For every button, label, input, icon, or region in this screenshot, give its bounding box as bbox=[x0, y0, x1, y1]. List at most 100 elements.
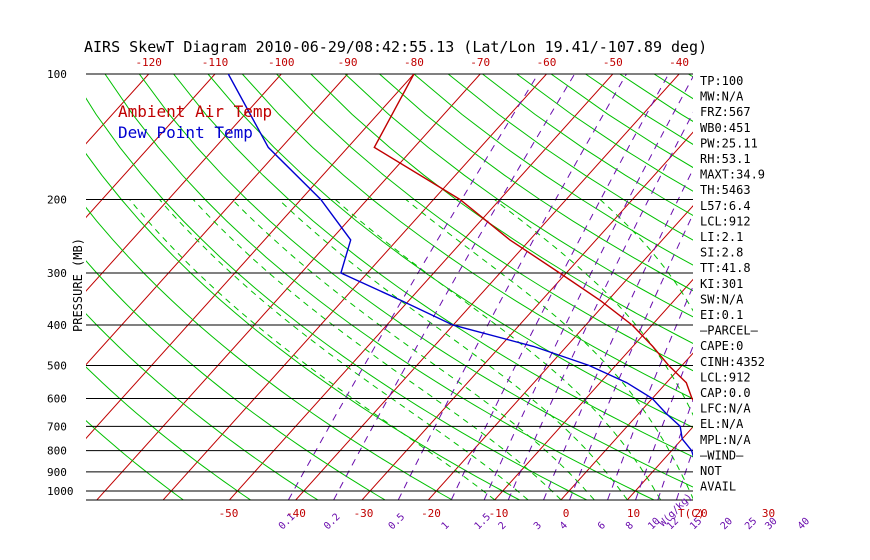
series-line-0 bbox=[373, 74, 693, 401]
pressure-tick-label: 600 bbox=[47, 392, 67, 405]
isotherm bbox=[86, 74, 216, 219]
dry-adiabat bbox=[860, 74, 870, 500]
isotherm bbox=[428, 205, 693, 500]
mixing-ratio-tick-label: 4 bbox=[558, 520, 570, 532]
index-item: LFC:N/A bbox=[700, 402, 751, 416]
isotherm bbox=[361, 131, 693, 500]
isotherm bbox=[760, 74, 870, 500]
index-item: TT:41.8 bbox=[700, 261, 751, 275]
isotherm bbox=[826, 74, 870, 500]
bottom-temp-tick-label: -40 bbox=[286, 507, 306, 520]
pressure-tick-label: 500 bbox=[47, 359, 67, 372]
dry-adiabat bbox=[207, 74, 693, 428]
mixing-ratio-line bbox=[635, 345, 693, 500]
dry-adiabat bbox=[104, 74, 654, 500]
mixing-ratio-tick-label: 25 bbox=[743, 516, 759, 532]
pressure-tick-label: 200 bbox=[47, 194, 67, 207]
pressure-tick-label: 400 bbox=[47, 319, 67, 332]
dry-adiabat bbox=[826, 74, 870, 500]
isotherm bbox=[96, 74, 481, 500]
pressure-tick-label: 100 bbox=[47, 68, 67, 81]
isotherm bbox=[86, 74, 282, 292]
mixing-ratio-line bbox=[569, 213, 693, 500]
mixing-ratio-line bbox=[333, 74, 576, 500]
mixing-ratio-tick-label: 6 bbox=[596, 520, 608, 532]
mixing-ratio-line bbox=[397, 74, 627, 500]
bottom-temp-tick-label: 10 bbox=[627, 507, 640, 520]
index-item: L57:6.4 bbox=[700, 199, 751, 213]
mixing-ratio-tick-label: 40 bbox=[796, 516, 812, 532]
mixing-ratio-tick-label: 2 bbox=[497, 520, 509, 532]
top-temp-tick-label: -100 bbox=[268, 56, 295, 69]
bottom-temp-tick-label: 0 bbox=[563, 507, 570, 520]
legend-ambient: Ambient Air Temp bbox=[118, 102, 272, 121]
index-item: FRZ:567 bbox=[700, 105, 751, 119]
moist-adiabat bbox=[405, 199, 693, 500]
index-item: RH:53.1 bbox=[700, 152, 751, 166]
dry-adiabat bbox=[138, 74, 693, 488]
y-axis-label: PRESSURE (MB) bbox=[71, 238, 85, 332]
moist-adiabat bbox=[494, 199, 693, 416]
index-item: TH:5463 bbox=[700, 183, 751, 197]
mixing-ratio-tick-label: 20 bbox=[719, 516, 735, 532]
mixing-ratio-line bbox=[507, 111, 693, 500]
mixing-ratio-line bbox=[543, 168, 693, 500]
index-item: AVAIL bbox=[700, 480, 736, 494]
index-item: KI:301 bbox=[700, 277, 743, 291]
top-temp-tick-label: -50 bbox=[603, 56, 623, 69]
index-item: —WIND— bbox=[700, 448, 744, 462]
index-item: TP:100 bbox=[700, 74, 743, 88]
mixing-ratio-line bbox=[676, 448, 693, 500]
moist-adiabat bbox=[159, 199, 529, 500]
mixing-ratio-tick-label: 3 bbox=[532, 520, 544, 532]
index-item: MPL:N/A bbox=[700, 433, 751, 447]
dry-adiabat bbox=[791, 74, 870, 500]
index-item: NOT bbox=[700, 464, 722, 478]
top-temp-tick-label: -60 bbox=[537, 56, 557, 69]
dry-adiabat bbox=[241, 74, 693, 400]
dry-adiabat bbox=[86, 206, 453, 500]
mixing-ratio-tick-label: 0.5 bbox=[387, 512, 408, 533]
dry-adiabat bbox=[757, 74, 870, 500]
isotherm bbox=[626, 426, 693, 500]
bottom-temp-tick-label: 20 bbox=[694, 507, 707, 520]
legend-dewpoint: Dew Point Temp bbox=[118, 123, 253, 142]
dry-adiabat bbox=[379, 74, 693, 292]
bottom-temp-tick-label: -10 bbox=[489, 507, 509, 520]
top-temp-tick-label: -80 bbox=[404, 56, 424, 69]
mixing-ratio-line bbox=[808, 74, 870, 500]
dry-adiabat bbox=[173, 74, 693, 458]
dry-adiabat bbox=[86, 97, 587, 500]
index-item: LCL:912 bbox=[700, 214, 751, 228]
top-temp-tick-label: -110 bbox=[202, 56, 229, 69]
isotherm bbox=[295, 74, 680, 500]
moist-adiabat bbox=[278, 199, 628, 500]
pressure-tick-label: 1000 bbox=[47, 485, 74, 498]
top-temp-tick-label: -40 bbox=[669, 56, 689, 69]
profile-series bbox=[227, 74, 693, 458]
dry-adiabat bbox=[413, 74, 693, 266]
isotherm bbox=[86, 74, 348, 366]
mixing-ratio-line bbox=[607, 285, 693, 500]
dry-adiabat bbox=[310, 74, 693, 344]
top-temp-tick-label: -120 bbox=[135, 56, 162, 69]
isotherm bbox=[162, 74, 547, 500]
dry-adiabat bbox=[482, 74, 693, 217]
dry-adiabat bbox=[86, 366, 251, 500]
index-item: LCL:912 bbox=[700, 370, 751, 384]
moist-adiabat bbox=[231, 199, 595, 500]
bottom-temp-tick-label: 30 bbox=[762, 507, 775, 520]
mixing-ratio-tick-label: 8 bbox=[624, 520, 636, 532]
pressure-tick-label: 900 bbox=[47, 466, 67, 479]
mixing-ratio-line bbox=[657, 398, 693, 500]
dry-adiabat bbox=[86, 313, 318, 500]
mixing-ratio-lines bbox=[288, 74, 870, 500]
dry-adiabat bbox=[86, 152, 520, 500]
index-item: SI:2.8 bbox=[700, 246, 743, 260]
bottom-temp-tick-label: -20 bbox=[421, 507, 441, 520]
isotherm bbox=[229, 74, 614, 500]
dry-adiabat bbox=[344, 74, 693, 318]
series-line-1 bbox=[227, 74, 693, 458]
isotherm bbox=[0, 74, 16, 500]
